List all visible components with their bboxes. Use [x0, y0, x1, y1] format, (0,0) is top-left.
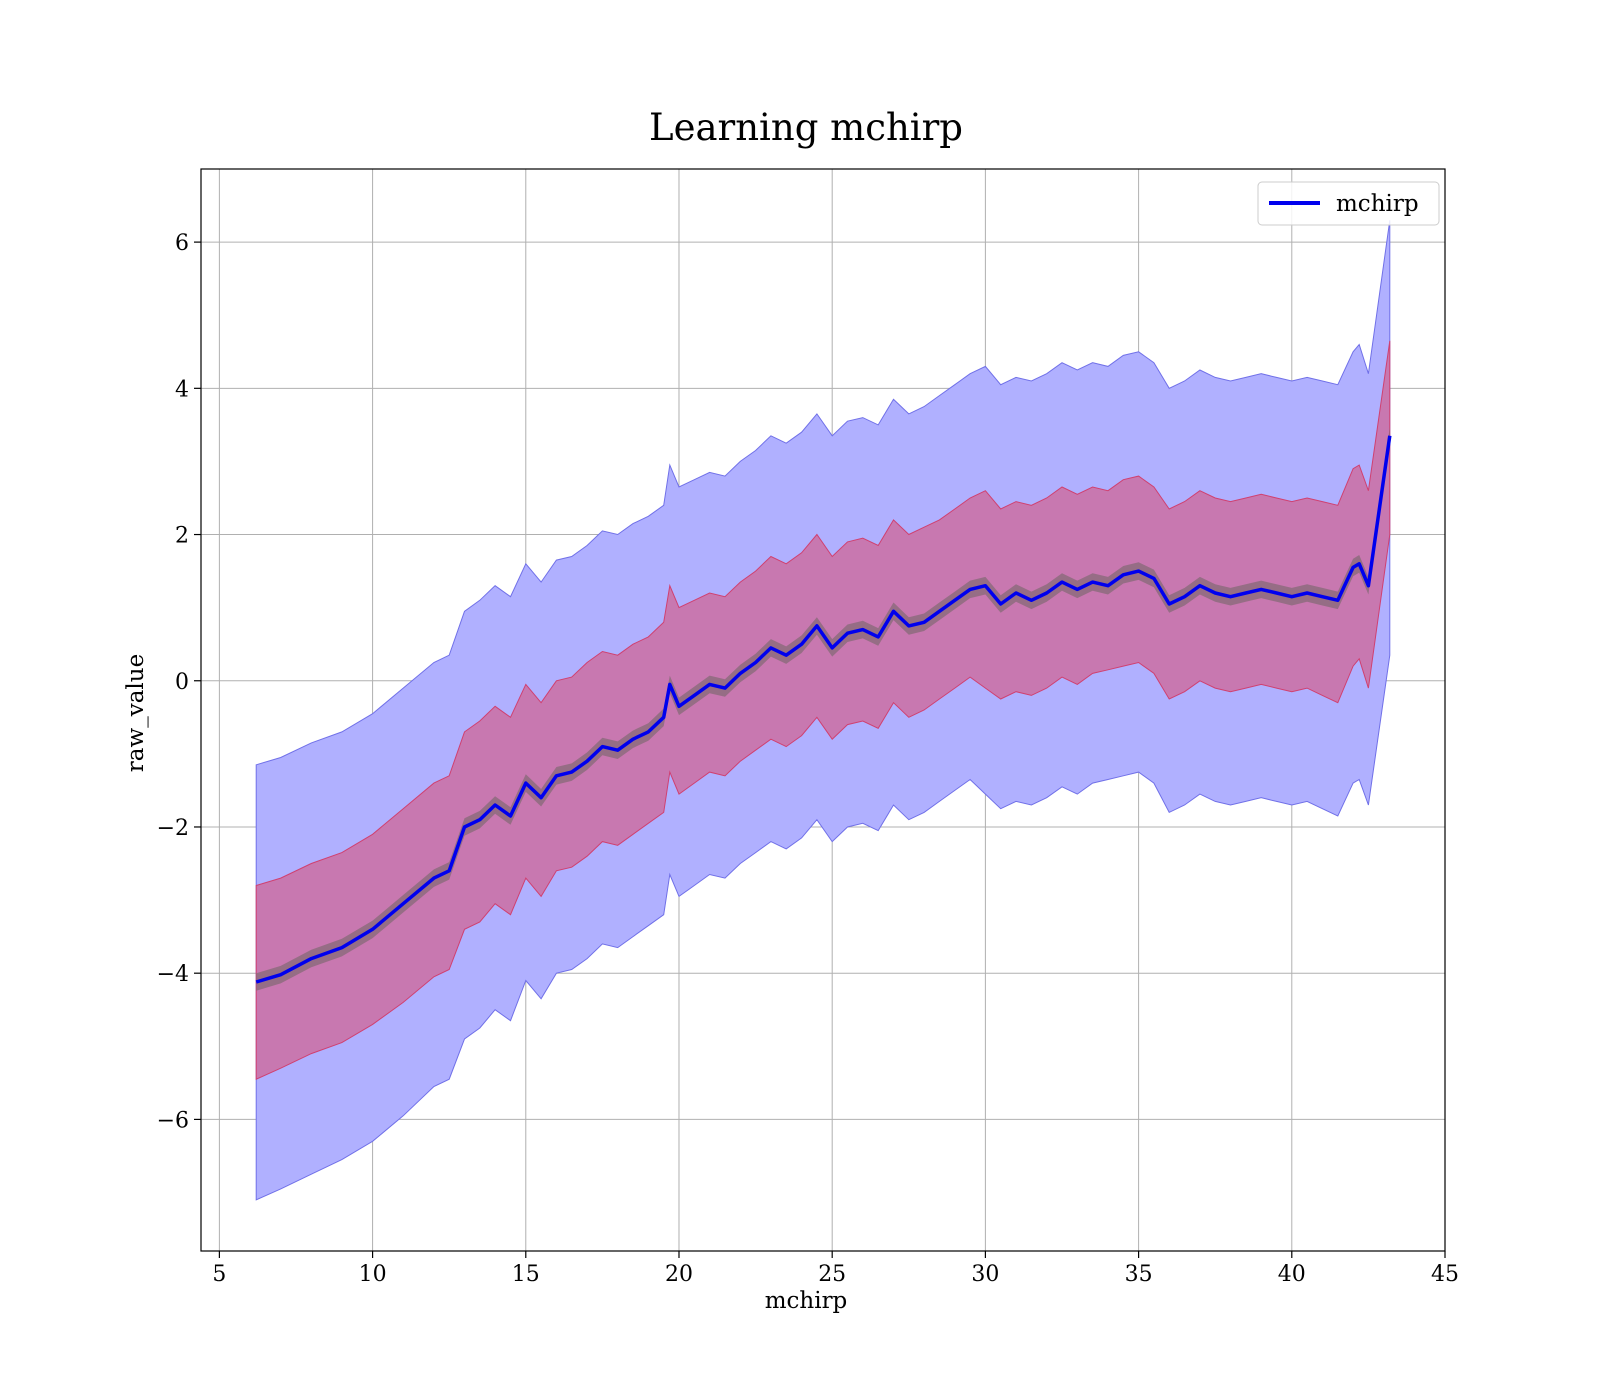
y-tick-label: 2: [175, 524, 189, 549]
plot-frame: [200, 168, 1446, 1252]
x-tick-label: 45: [1431, 1262, 1459, 1287]
inner-band: [255, 340, 1391, 1080]
series-lines: [255, 435, 1392, 984]
series-line-mchirp: [255, 435, 1392, 984]
chart-title: Learning mchirp: [649, 106, 963, 149]
x-tick-label: 15: [512, 1262, 540, 1287]
y-axis-ticks: −6 −4 −2 0 2 4 6: [157, 231, 201, 1133]
legend-box: [1257, 181, 1440, 226]
x-tick-label: 25: [818, 1262, 846, 1287]
x-axis-label: mchirp: [765, 1288, 848, 1314]
y-tick-label: −4: [157, 962, 189, 987]
y-tick-label: 0: [175, 670, 189, 695]
y-tick-label: 6: [175, 231, 189, 256]
x-tick-label: 5: [212, 1262, 226, 1287]
x-tick-label: 35: [1125, 1262, 1153, 1287]
x-tick-label: 20: [665, 1262, 693, 1287]
y-tick-label: −2: [157, 816, 189, 841]
x-tick-label: 10: [359, 1262, 387, 1287]
legend: mchirp: [1257, 181, 1440, 226]
x-tick-label: 30: [971, 1262, 999, 1287]
y-tick-label: −6: [157, 1108, 189, 1133]
legend-label-mchirp: mchirp: [1336, 191, 1419, 217]
y-tick-label: 4: [175, 377, 189, 402]
core-band: [256, 427, 1390, 991]
x-axis-ticks: 5 10 15 20 25 30 35 40 45: [212, 1251, 1459, 1287]
x-tick-label: 40: [1278, 1262, 1306, 1287]
y-axis-label: raw_value: [123, 654, 149, 772]
confidence-bands: [255, 220, 1391, 1201]
